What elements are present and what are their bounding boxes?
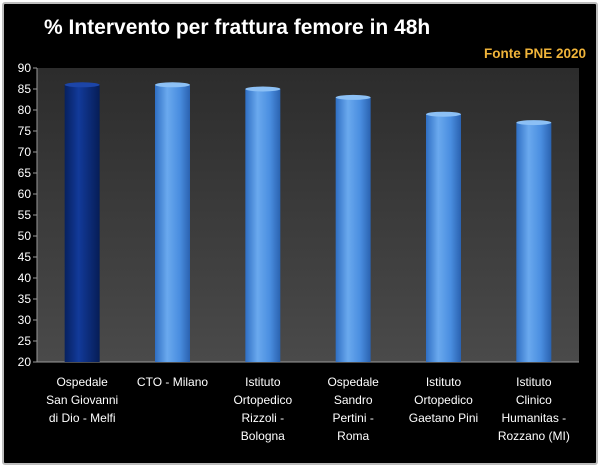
x-category-label: CTO - Milano bbox=[137, 375, 208, 389]
x-category-label: Istituto Clinico Humanitas - Rozzano (MI) bbox=[498, 375, 570, 443]
bar bbox=[245, 89, 281, 362]
x-category-label: Istituto Ortopedico Rizzoli - Bologna bbox=[233, 375, 292, 443]
bar bbox=[64, 84, 100, 363]
bar-top-cap bbox=[245, 86, 281, 92]
y-tick-label: 70 bbox=[18, 145, 32, 159]
x-category-label: Ospedale Sandro Pertini - Roma bbox=[327, 375, 379, 443]
bar bbox=[426, 114, 461, 362]
x-category-label-line: Roma bbox=[337, 429, 369, 443]
y-tick-label: 40 bbox=[18, 271, 32, 285]
y-tick-label: 65 bbox=[18, 166, 32, 180]
y-tick-label: 20 bbox=[18, 355, 32, 369]
y-tick-label: 85 bbox=[18, 82, 32, 96]
y-tick-label: 60 bbox=[18, 187, 32, 201]
x-category-label-line: Rozzano (MI) bbox=[498, 429, 570, 443]
bar bbox=[516, 122, 552, 362]
x-category-label-line: Bologna bbox=[241, 429, 285, 443]
bar bbox=[155, 84, 190, 363]
y-tick-label: 55 bbox=[18, 208, 32, 222]
bar-top-cap bbox=[155, 82, 190, 88]
y-tick-label: 90 bbox=[18, 61, 32, 75]
plot-area bbox=[37, 68, 579, 362]
bar-top-cap bbox=[335, 94, 371, 100]
bar-top-cap bbox=[426, 111, 461, 117]
x-category-label-line: Ospedale bbox=[327, 375, 379, 389]
y-tick-label: 30 bbox=[18, 313, 32, 327]
x-category-label-line: Rizzoli - bbox=[241, 411, 284, 425]
x-category-label-line: Ospedale bbox=[56, 375, 108, 389]
y-tick-label: 50 bbox=[18, 229, 32, 243]
x-category-label: Istituto Ortopedico Gaetano Pini bbox=[409, 375, 478, 425]
bar-top-cap bbox=[64, 82, 100, 88]
chart-source: Fonte PNE 2020 bbox=[483, 46, 586, 61]
x-category-label-line: Pertini - bbox=[332, 411, 373, 425]
x-category-label-line: Sandro bbox=[334, 393, 373, 407]
x-category-label-line: Gaetano Pini bbox=[409, 411, 478, 425]
bar bbox=[335, 97, 371, 363]
y-tick-label: 35 bbox=[18, 292, 32, 306]
bar-top-cap bbox=[516, 120, 552, 126]
y-tick-label: 80 bbox=[18, 103, 32, 117]
x-category-label-line: Clinico bbox=[516, 393, 552, 407]
y-tick-label: 25 bbox=[18, 334, 32, 348]
y-tick-label: 45 bbox=[18, 250, 32, 264]
x-category-label-line: Istituto bbox=[426, 375, 462, 389]
x-category-label-line: Ortopedico bbox=[414, 393, 473, 407]
chart-title: % Intervento per frattura femore in 48h bbox=[44, 16, 431, 39]
x-category-label: Ospedale San Giovanni di Dio - Melfi bbox=[46, 375, 118, 425]
x-category-label-line: San Giovanni bbox=[46, 393, 118, 407]
y-tick-label: 75 bbox=[18, 124, 32, 138]
x-category-label-line: di Dio - Melfi bbox=[49, 411, 116, 425]
x-category-label-line: Istituto bbox=[245, 375, 281, 389]
x-category-label-line: Istituto bbox=[516, 375, 552, 389]
x-category-label-line: Ortopedico bbox=[233, 393, 292, 407]
x-category-label-line: CTO - Milano bbox=[137, 375, 208, 389]
x-category-label-line: Humanitas - bbox=[501, 411, 566, 425]
